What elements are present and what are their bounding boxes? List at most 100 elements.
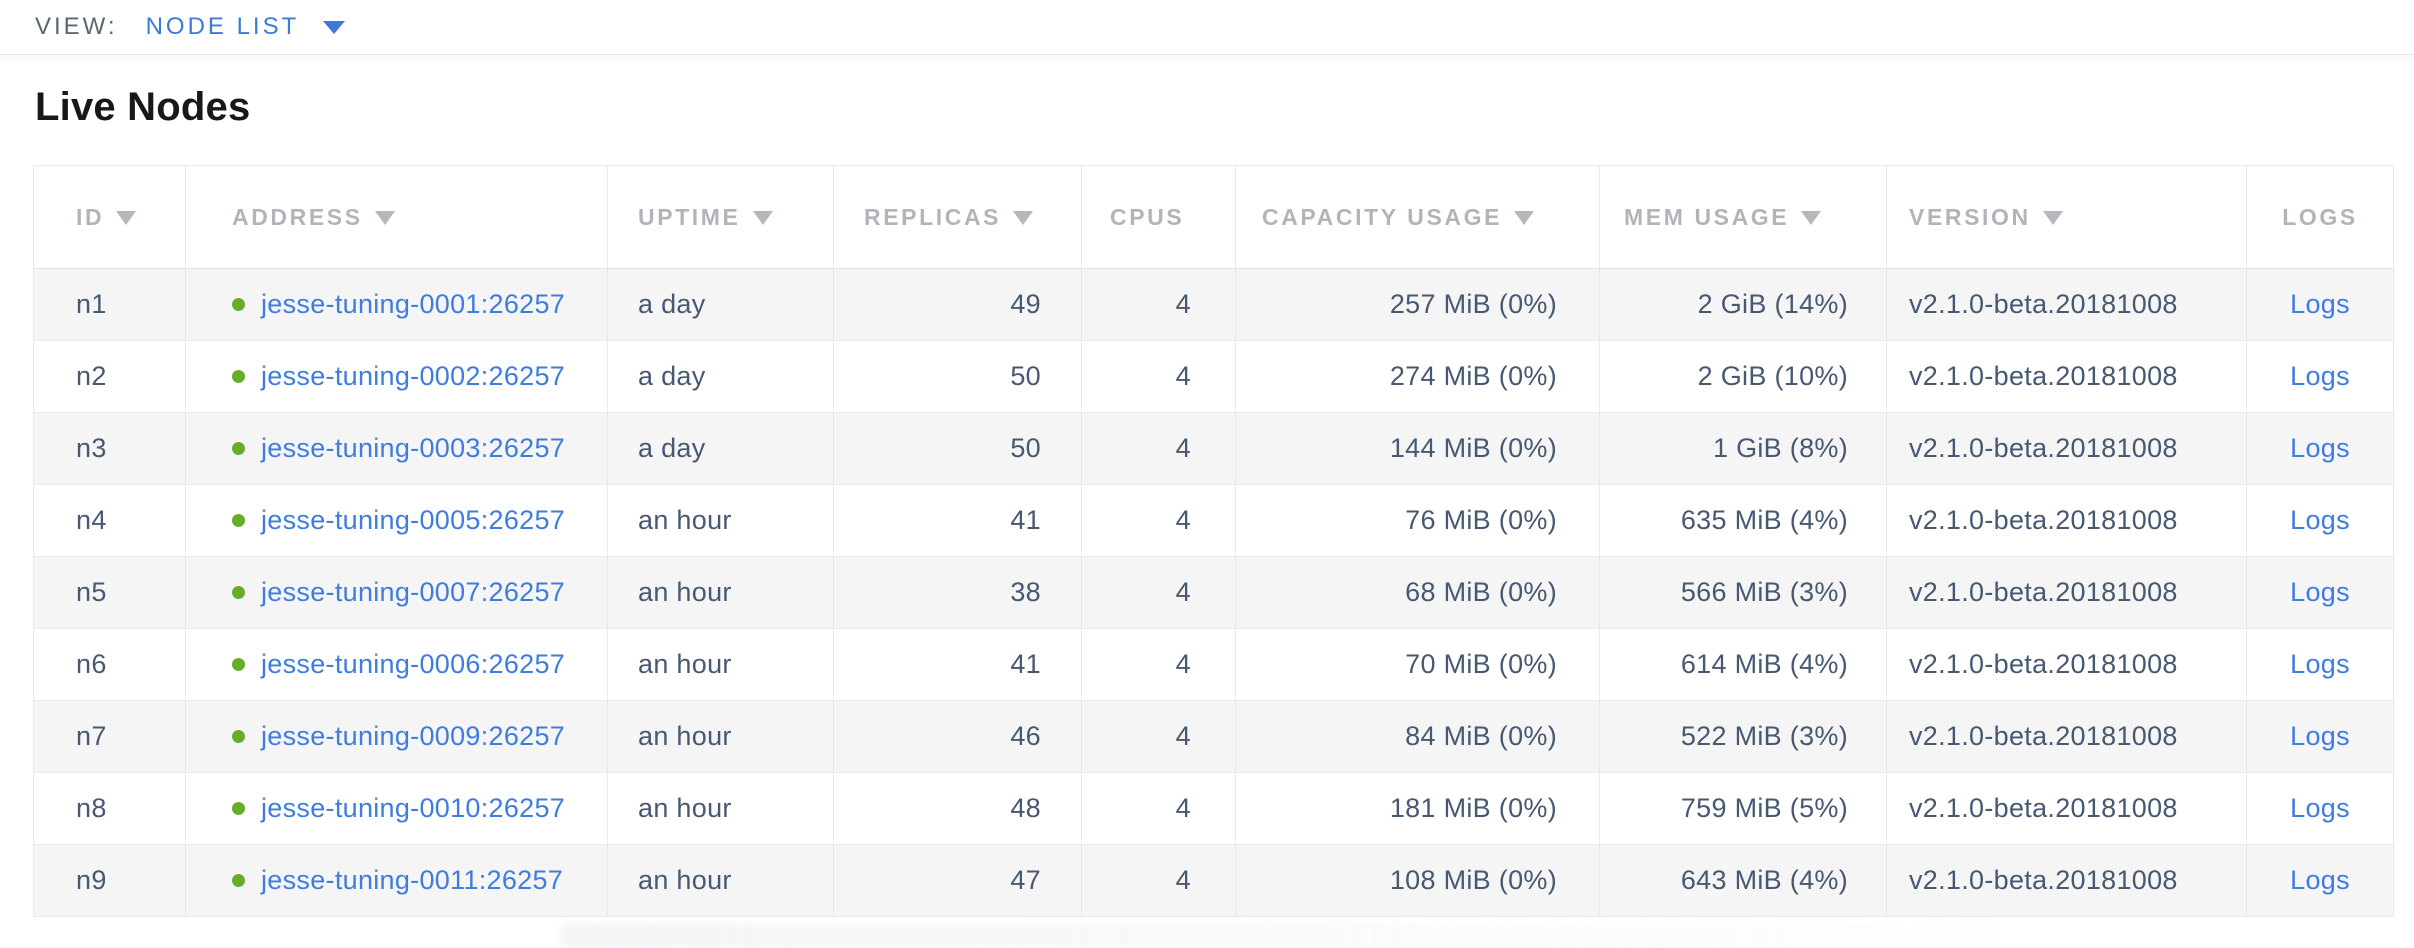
node-logs-link[interactable]: Logs xyxy=(2290,649,2350,679)
view-selector-bar: VIEW: NODE LIST xyxy=(0,0,2414,55)
node-logs-link[interactable]: Logs xyxy=(2290,505,2350,535)
node-mem-usage-cell: 759 MiB (5%) xyxy=(1599,772,1887,845)
sort-caret-icon xyxy=(1013,210,1034,225)
column-header-label: ADDRESS xyxy=(232,203,363,230)
node-version-cell: v2.1.0-beta.20181008 xyxy=(1886,340,2247,413)
node-uptime-cell: an hour xyxy=(607,628,834,701)
column-header-uptime[interactable]: UPTIME xyxy=(607,165,834,269)
node-logs-cell: Logs xyxy=(2246,484,2394,557)
column-header-label: CAPACITY USAGE xyxy=(1262,203,1503,230)
table-row: n6 jesse-tuning-0006:26257 an hour 41 4 70 Mi… xyxy=(33,628,2394,701)
column-header-label: UPTIME xyxy=(638,203,741,230)
node-replicas-cell: 50 xyxy=(833,412,1082,485)
node-replicas-cell: 49 xyxy=(833,268,1082,341)
node-id-cell: n1 xyxy=(33,268,186,341)
table-row: n8 jesse-tuning-0010:26257 an hour 48 4 181 M… xyxy=(33,772,2394,845)
node-mem-usage-cell: 2 GiB (14%) xyxy=(1599,268,1887,341)
node-uptime-cell: an hour xyxy=(607,772,834,845)
node-capacity-usage-cell: 181 MiB (0%) xyxy=(1235,772,1600,845)
node-logs-link[interactable]: Logs xyxy=(2290,289,2350,319)
node-logs-link[interactable]: Logs xyxy=(2290,793,2350,823)
column-header-address[interactable]: ADDRESS xyxy=(185,165,608,269)
table-row: n3 jesse-tuning-0003:26257 a day 50 4 144 MiB… xyxy=(33,412,2394,485)
node-cpus-cell: 4 xyxy=(1081,772,1236,845)
node-address-link[interactable]: jesse-tuning-0010:26257 xyxy=(261,793,566,823)
sort-caret-icon xyxy=(1801,210,1822,225)
node-mem-usage-cell: 614 MiB (4%) xyxy=(1599,628,1887,701)
node-replicas-cell: 38 xyxy=(833,556,1082,629)
node-mem-usage-cell: 2 GiB (10%) xyxy=(1599,340,1887,413)
node-replicas-cell: 50 xyxy=(833,340,1082,413)
column-header-label: VERSION xyxy=(1909,203,2031,230)
node-capacity-usage-cell: 76 MiB (0%) xyxy=(1235,484,1600,557)
node-uptime-cell: a day xyxy=(607,340,834,413)
node-address-link[interactable]: jesse-tuning-0001:26257 xyxy=(261,289,566,319)
node-live-status-icon xyxy=(232,730,245,743)
view-dropdown[interactable]: NODE LIST xyxy=(146,13,346,41)
node-uptime-cell: an hour xyxy=(607,556,834,629)
live-nodes-table: ID ADDRESS UPTIME REPLICAS CPUS CAPACITY USAG… xyxy=(33,165,2394,917)
node-version-cell: v2.1.0-beta.20181008 xyxy=(1886,268,2247,341)
node-uptime-cell: an hour xyxy=(607,700,834,773)
node-replicas-cell: 48 xyxy=(833,772,1082,845)
node-address-cell: jesse-tuning-0011:26257 xyxy=(185,844,608,917)
node-address-link[interactable]: jesse-tuning-0006:26257 xyxy=(261,649,566,679)
node-address-cell: jesse-tuning-0001:26257 xyxy=(185,268,608,341)
column-header-replicas[interactable]: REPLICAS xyxy=(833,165,1082,269)
node-cpus-cell: 4 xyxy=(1081,700,1236,773)
node-mem-usage-cell: 1 GiB (8%) xyxy=(1599,412,1887,485)
node-cpus-cell: 4 xyxy=(1081,556,1236,629)
node-capacity-usage-cell: 68 MiB (0%) xyxy=(1235,556,1600,629)
node-address-link[interactable]: jesse-tuning-0005:26257 xyxy=(261,505,566,535)
node-logs-link[interactable]: Logs xyxy=(2290,361,2350,391)
node-logs-link[interactable]: Logs xyxy=(2290,577,2350,607)
sort-caret-icon xyxy=(374,210,395,225)
node-mem-usage-cell: 643 MiB (4%) xyxy=(1599,844,1887,917)
node-address-link[interactable]: jesse-tuning-0009:26257 xyxy=(261,721,566,751)
node-logs-cell: Logs xyxy=(2246,844,2394,917)
node-logs-cell: Logs xyxy=(2246,412,2394,485)
table-row: n5 jesse-tuning-0007:26257 an hour 38 4 68 Mi… xyxy=(33,556,2394,629)
page-title: Live Nodes xyxy=(35,85,251,129)
node-live-status-icon xyxy=(232,658,245,671)
node-live-status-icon xyxy=(232,370,245,383)
node-live-status-icon xyxy=(232,802,245,815)
node-version-cell: v2.1.0-beta.20181008 xyxy=(1886,628,2247,701)
chevron-down-icon xyxy=(323,20,346,34)
node-address-link[interactable]: jesse-tuning-0002:26257 xyxy=(261,361,566,391)
node-logs-link[interactable]: Logs xyxy=(2290,433,2350,463)
column-header-mem[interactable]: MEM USAGE xyxy=(1599,165,1887,269)
column-header-id[interactable]: ID xyxy=(33,165,186,269)
node-live-status-icon xyxy=(232,442,245,455)
node-capacity-usage-cell: 274 MiB (0%) xyxy=(1235,340,1600,413)
node-id-cell: n7 xyxy=(33,700,186,773)
column-header-label: CPUS xyxy=(1110,203,1185,230)
sort-caret-icon xyxy=(2042,210,2063,225)
node-cpus-cell: 4 xyxy=(1081,628,1236,701)
node-cpus-cell: 4 xyxy=(1081,340,1236,413)
column-header-version[interactable]: VERSION xyxy=(1886,165,2247,269)
node-address-cell: jesse-tuning-0006:26257 xyxy=(185,628,608,701)
node-logs-link[interactable]: Logs xyxy=(2290,865,2350,895)
node-logs-link[interactable]: Logs xyxy=(2290,721,2350,751)
table-row: n4 jesse-tuning-0005:26257 an hour 41 4 76 Mi… xyxy=(33,484,2394,557)
table-row: n2 jesse-tuning-0002:26257 a day 50 4 274 MiB… xyxy=(33,340,2394,413)
node-address-link[interactable]: jesse-tuning-0003:26257 xyxy=(261,433,566,463)
column-header-label: REPLICAS xyxy=(864,203,1002,230)
node-uptime-cell: an hour xyxy=(607,844,834,917)
node-replicas-cell: 41 xyxy=(833,628,1082,701)
table-row: n1 jesse-tuning-0001:26257 a day 49 4 257 MiB… xyxy=(33,268,2394,341)
node-capacity-usage-cell: 257 MiB (0%) xyxy=(1235,268,1600,341)
node-uptime-cell: a day xyxy=(607,412,834,485)
column-header-capacity[interactable]: CAPACITY USAGE xyxy=(1235,165,1600,269)
node-version-cell: v2.1.0-beta.20181008 xyxy=(1886,772,2247,845)
node-uptime-cell: a day xyxy=(607,268,834,341)
node-live-status-icon xyxy=(232,514,245,527)
node-address-link[interactable]: jesse-tuning-0007:26257 xyxy=(261,577,566,607)
node-capacity-usage-cell: 144 MiB (0%) xyxy=(1235,412,1600,485)
horizontal-scrollbar[interactable] xyxy=(560,924,2000,948)
node-address-link[interactable]: jesse-tuning-0011:26257 xyxy=(261,865,564,895)
node-id-cell: n3 xyxy=(33,412,186,485)
node-version-cell: v2.1.0-beta.20181008 xyxy=(1886,700,2247,773)
node-live-status-icon xyxy=(232,586,245,599)
